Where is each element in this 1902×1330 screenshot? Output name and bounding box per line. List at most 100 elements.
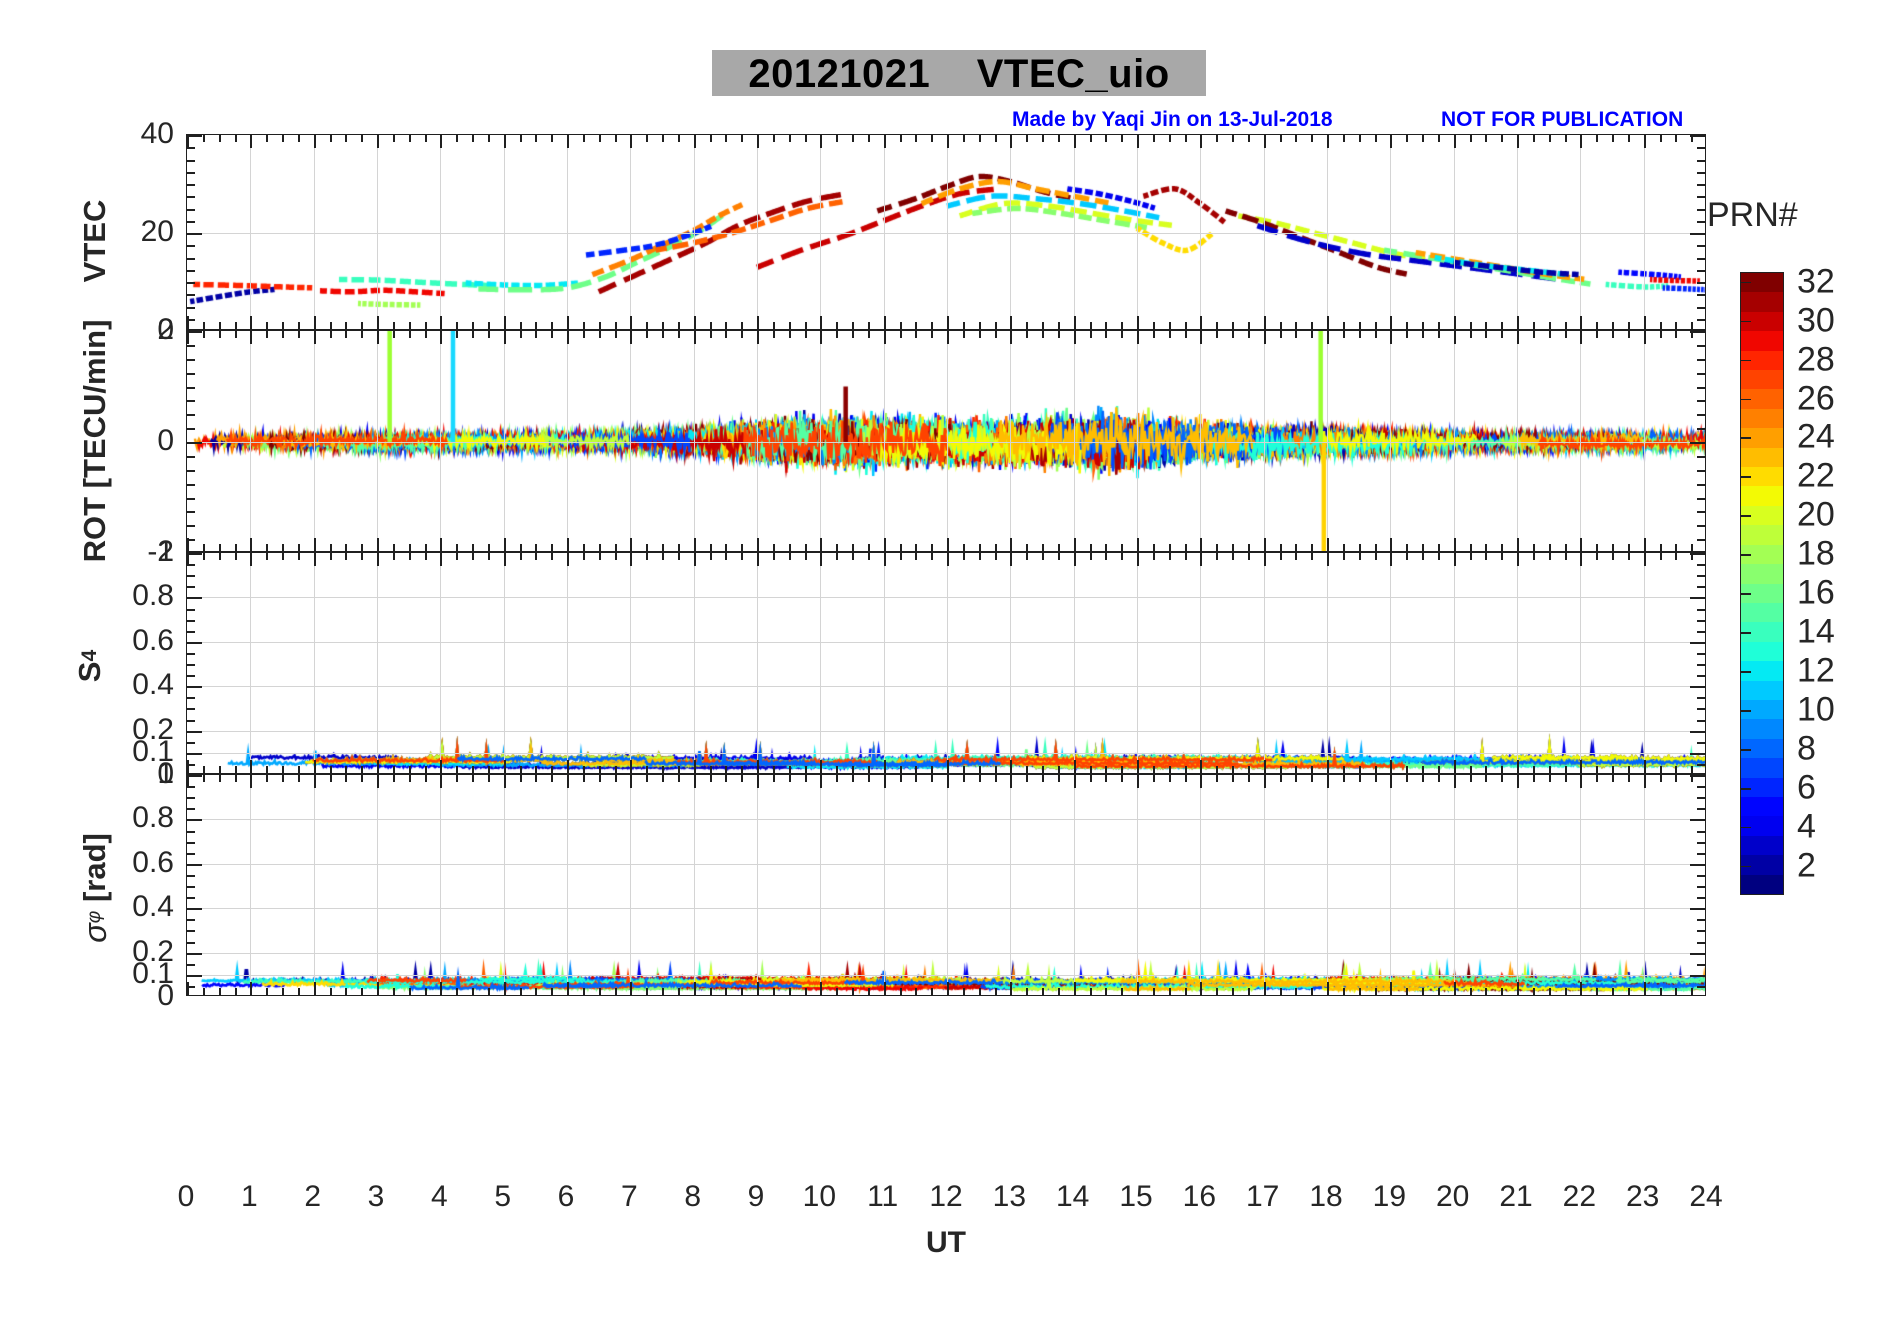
colorbar-segment [1741,524,1783,545]
x-tick-mark [725,322,727,329]
x-tick-mark [330,553,332,560]
gridline-vertical [1010,553,1011,773]
x-tick-mark [1121,135,1123,142]
colorbar-tick-mark [1740,671,1751,673]
x-tick-mark [741,331,743,338]
gridline-vertical [377,775,378,995]
x-tick-mark [884,135,886,148]
x-tick-mark [725,553,727,560]
x-tick-mark [1200,331,1202,344]
gridline-vertical [1390,135,1391,329]
y-tick-mark [1697,675,1705,677]
x-tick-label: 13 [992,1180,1027,1213]
x-tick-mark [266,331,268,338]
x-tick-mark [1311,553,1313,560]
x-tick-mark [615,988,617,995]
x-tick-mark [836,322,838,329]
y-tick-mark [1697,797,1705,799]
x-tick-mark [820,316,822,329]
x-tick-mark [203,544,205,551]
x-tick-mark [235,988,237,995]
x-tick-mark [757,553,759,566]
x-tick-mark [678,766,680,773]
x-tick-mark [1200,553,1202,566]
x-tick-mark [298,322,300,329]
x-tick-mark [377,553,379,566]
colorbar-tick-mark [1740,787,1751,790]
gridline-vertical [250,135,251,329]
gridline-vertical [1074,553,1075,773]
x-tick-mark [187,775,189,788]
x-tick-label: 20 [1435,1180,1470,1213]
gridline-vertical [1517,775,1518,995]
x-tick-label: 3 [367,1180,385,1213]
x-tick-mark [1169,988,1171,995]
x-tick-mark [1501,135,1503,142]
x-tick-mark [1280,766,1282,773]
y-tick-mark [1690,331,1705,333]
gridline-vertical [250,331,251,551]
x-tick-mark [741,775,743,782]
x-tick-mark [1390,760,1392,773]
x-tick-mark [1565,553,1567,560]
x-tick-mark [1295,544,1297,551]
page-title: 20121021 VTEC_uio [748,51,1170,96]
x-tick-mark [583,766,585,773]
y-tick-mark [187,753,202,755]
y-tick-mark [187,564,195,566]
x-tick-mark [282,544,284,551]
x-tick-mark [900,135,902,142]
x-tick-mark [377,982,379,995]
x-tick-mark [757,331,759,344]
x-tick-mark [1311,322,1313,329]
y-tick-mark [1697,470,1705,472]
gridline-vertical [1390,553,1391,773]
x-tick-mark [1327,760,1329,773]
y-tick-mark [187,245,195,247]
x-tick-mark [1295,766,1297,773]
x-tick-mark [1454,316,1456,329]
gridline-vertical [1454,135,1455,329]
x-tick-mark [1375,553,1377,560]
x-tick-mark [630,775,632,788]
y-tick-mark [1697,842,1705,844]
x-tick-mark [678,775,680,782]
y-tick-mark [1697,345,1705,347]
x-tick-mark [1580,775,1582,788]
x-tick-mark [1660,544,1662,551]
x-tick-mark [1295,135,1297,142]
colorbar-segment [1741,737,1783,759]
gridline-vertical [947,775,948,995]
x-tick-mark [456,775,458,782]
x-tick-mark [1470,331,1472,338]
x-tick-mark [678,988,680,995]
y-tick-mark [1697,245,1705,247]
y-tick-mark [1697,414,1705,416]
x-tick-mark [805,135,807,142]
x-tick-mark [1454,760,1456,773]
x-tick-mark [694,553,696,566]
gridline-vertical [694,135,695,329]
x-tick-mark [662,766,664,773]
gridline-vertical [1454,775,1455,995]
x-tick-mark [345,988,347,995]
x-tick-mark [551,331,553,338]
x-tick-mark [915,553,917,560]
gridline-vertical [1010,135,1011,329]
x-tick-mark [1644,135,1646,148]
gridline-vertical [1517,553,1518,773]
y-tick-mark [187,345,195,347]
x-tick-mark [1628,775,1630,782]
x-tick-mark [535,775,537,782]
x-tick-mark [1422,322,1424,329]
x-tick-mark [235,322,237,329]
x-tick-mark [1517,316,1519,329]
y-tick-mark [1697,539,1705,541]
x-tick-label: 22 [1562,1180,1597,1213]
x-tick-mark [1438,775,1440,782]
x-tick-mark [1628,553,1630,560]
colorbar[interactable] [1740,272,1784,895]
x-tick-mark [599,135,601,142]
x-tick-mark [995,553,997,560]
